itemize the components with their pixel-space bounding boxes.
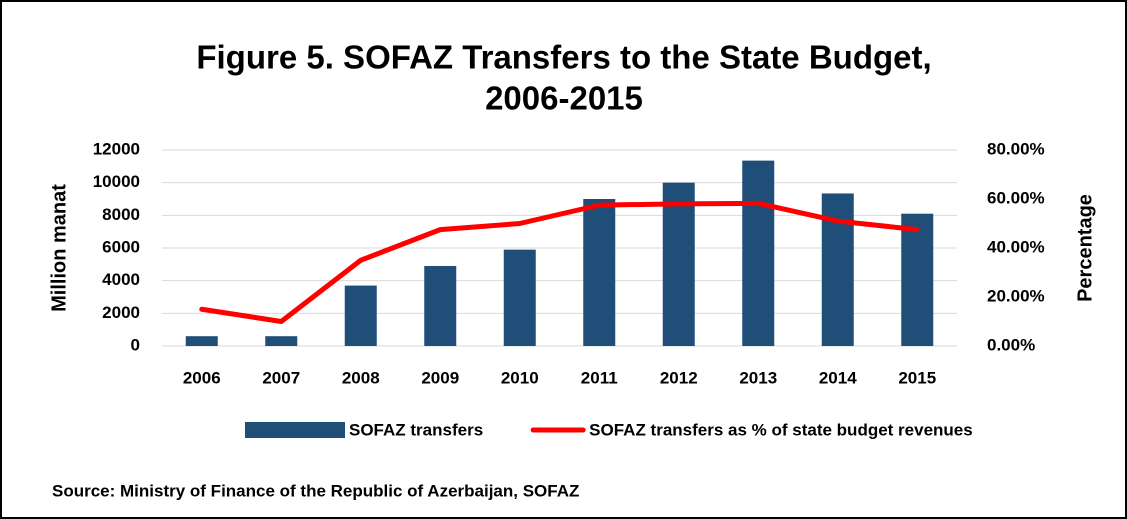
line [199, 200, 920, 324]
bar [662, 182, 695, 346]
x-tick-label: 2011 [581, 368, 618, 387]
x-tick-label: 2015 [898, 368, 936, 387]
bar [583, 199, 616, 346]
y2-tick-label: 0.00% [987, 335, 1035, 354]
y2-axis-label: Percentage [1074, 194, 1096, 302]
bar [265, 336, 298, 346]
x-tick-label: 2010 [501, 368, 539, 387]
x-tick-label: 2006 [183, 368, 221, 387]
y2-tick-label: 80.00% [987, 139, 1045, 158]
y-tick-label: 0 [131, 335, 140, 354]
y-tick-label: 8000 [102, 205, 140, 224]
bar [424, 265, 457, 346]
y-tick-label: 12000 [93, 139, 140, 158]
x-tick-label: 2009 [421, 368, 459, 387]
x-tick-label: 2008 [342, 368, 380, 387]
x-tick-label: 2014 [819, 368, 857, 387]
bar [503, 249, 536, 346]
y2-tick-label: 40.00% [987, 237, 1045, 256]
bar [742, 160, 775, 346]
y-axis-label: Million manat [48, 184, 70, 312]
y2-tick-label: 20.00% [987, 286, 1045, 305]
y-tick-label: 2000 [102, 303, 140, 322]
x-tick-label: 2013 [739, 368, 777, 387]
legend-label: SOFAZ transfers [349, 420, 483, 439]
legend-swatch [245, 422, 345, 438]
legend-label: SOFAZ transfers as % of state budget rev… [589, 420, 973, 439]
x-tick-label: 2007 [262, 368, 300, 387]
y-tick-label: 4000 [102, 270, 140, 289]
chart-title: 2006-2015 [485, 80, 643, 117]
bar [901, 213, 934, 346]
bar [185, 336, 218, 346]
chart-title: Figure 5. SOFAZ Transfers to the State B… [196, 39, 931, 76]
y-tick-label: 6000 [102, 237, 140, 256]
y-tick-label: 10000 [93, 172, 140, 191]
source-note: Source: Ministry of Finance of the Repub… [52, 481, 579, 500]
bar [344, 285, 377, 346]
x-tick-label: 2012 [660, 368, 698, 387]
y2-tick-label: 60.00% [987, 188, 1045, 207]
